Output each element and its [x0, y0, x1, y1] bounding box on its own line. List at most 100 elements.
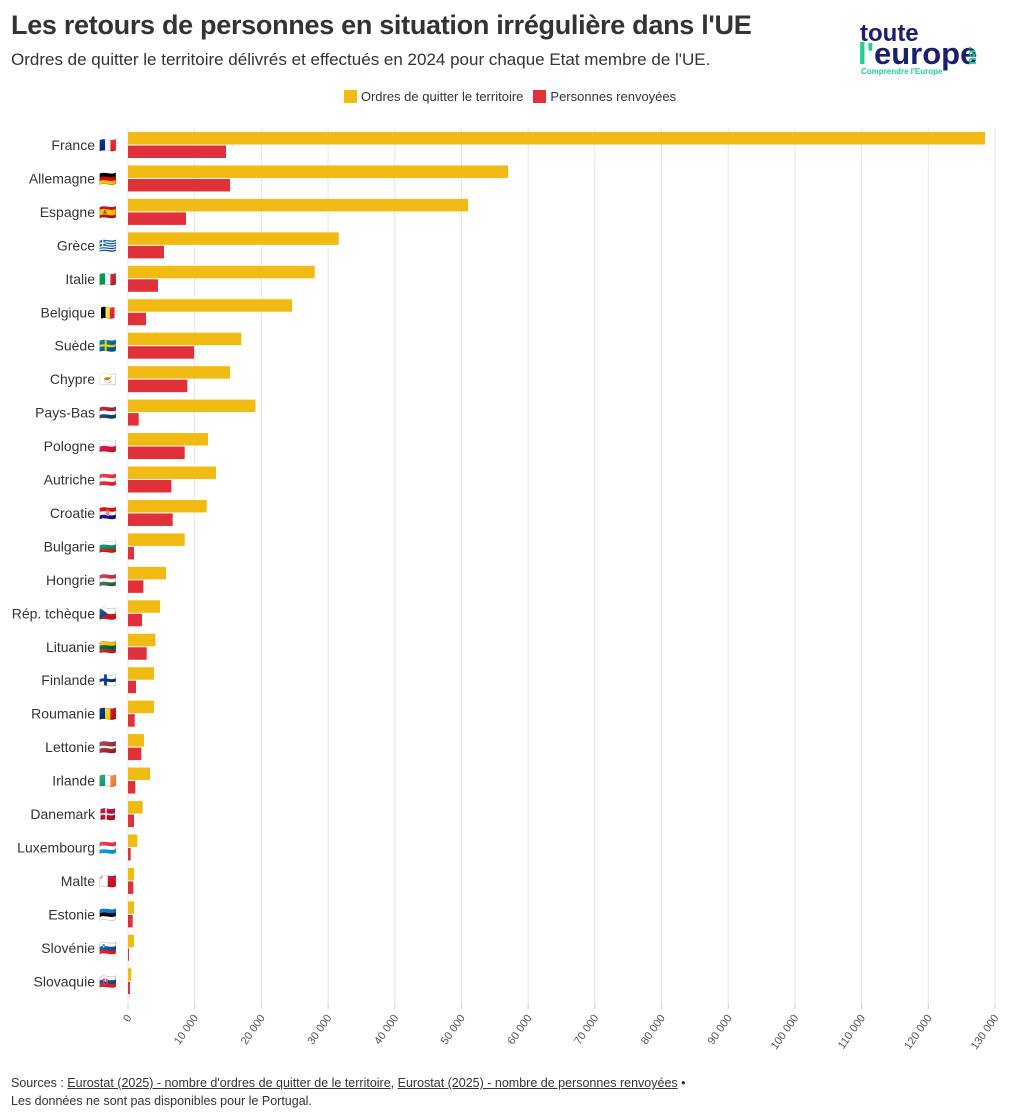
bar-returns	[128, 914, 133, 928]
bar-orders	[128, 165, 509, 178]
flag-icon: 🇷🇴	[99, 707, 117, 723]
bar-orders	[128, 299, 293, 312]
bar-orders	[128, 901, 135, 914]
bar-orders	[128, 867, 135, 881]
flag-icon: 🇸🇮	[99, 941, 117, 957]
bar-orders	[128, 566, 167, 580]
legend-swatch-returns	[533, 90, 547, 103]
category-label: Finlande	[41, 672, 95, 688]
bar-returns	[128, 145, 227, 158]
bar-returns	[128, 714, 135, 727]
x-tick-label: 50 000	[439, 1013, 468, 1047]
flag-icon: 🇫🇷	[99, 138, 117, 154]
bar-orders	[128, 399, 256, 413]
source-link-returns[interactable]: Eurostat (2025) - nombre de personnes re…	[397, 1076, 678, 1090]
category-label: Pologne	[44, 438, 96, 454]
bar-returns	[128, 279, 159, 292]
legend-item-orders[interactable]: Ordres de quitter le territoire	[343, 89, 524, 104]
flag-icon: 🇧🇬	[99, 539, 117, 555]
source-link-orders[interactable]: Eurostat (2025) - nombre d'ordres de qui…	[67, 1076, 391, 1090]
x-tick-label: 0	[121, 1013, 134, 1025]
legend-label-orders: Ordres de quitter le territoire	[360, 89, 524, 104]
chart-title: Les retours de personnes en situation ir…	[11, 10, 752, 40]
footer-sources-prefix: Sources :	[11, 1076, 68, 1090]
category-label: Suède	[55, 338, 96, 354]
flag-icon: 🇨🇾	[99, 372, 117, 388]
category-label: Bulgarie	[44, 538, 96, 554]
flag-icon: 🇩🇪	[99, 171, 117, 187]
flag-icon: 🇦🇹	[99, 473, 117, 489]
bar-returns	[128, 680, 137, 694]
flag-icon: 🇪🇸	[99, 205, 117, 221]
bar-orders	[128, 265, 315, 279]
bar-returns	[128, 580, 144, 593]
category-label: Autriche	[44, 472, 96, 488]
flag-icon: 🇲🇹	[99, 874, 117, 890]
footer-bullet: •	[677, 1076, 686, 1090]
bar-returns	[128, 178, 231, 192]
bar-returns	[128, 446, 185, 460]
bar-returns	[128, 948, 129, 961]
bar-orders	[128, 600, 161, 613]
logo-suffix: .eu	[966, 46, 981, 65]
bar-orders	[128, 667, 155, 680]
x-tick-label: 40 000	[372, 1013, 401, 1047]
flag-icon: 🇱🇺	[99, 840, 117, 856]
bar-returns	[128, 245, 165, 259]
bar-orders	[128, 633, 156, 647]
category-label: Danemark	[30, 806, 96, 822]
category-label: Grèce	[57, 237, 95, 253]
category-label: Hongrie	[46, 572, 95, 588]
legend-item-returns[interactable]: Personnes renvoyées	[533, 89, 676, 104]
bar-returns	[128, 881, 134, 894]
x-tick-label: 120 000	[902, 1013, 935, 1052]
bar-orders	[128, 433, 209, 446]
bar-orders	[128, 232, 339, 245]
bar-returns	[128, 312, 147, 326]
footer-sep: ,	[390, 1076, 398, 1090]
bar-orders	[128, 834, 138, 847]
logo-tagline: Comprendre l'Europe	[861, 67, 943, 76]
flag-icon: 🇮🇹	[99, 272, 117, 288]
flag-icon: 🇵🇱	[99, 439, 117, 455]
logo-line1: toute	[860, 20, 919, 47]
flag-icon: 🇫🇮	[99, 673, 117, 689]
bar-orders	[128, 767, 151, 781]
category-label: Pays-Bas	[35, 405, 95, 421]
bar-orders	[128, 198, 469, 212]
category-label: Lituanie	[46, 639, 95, 655]
category-label: Irlande	[52, 773, 95, 789]
flag-icon: 🇸🇰	[99, 974, 117, 990]
bar-chart: 0 10 000 20 000 30 000 40 000 50 000 60 000 70 …	[12, 128, 1001, 1052]
bar-returns	[128, 212, 187, 225]
bar-orders	[128, 132, 985, 145]
toute-leurope-logo[interactable]: toute l'europe Comprendre l'Europe .eu	[858, 22, 1008, 82]
category-label: Lettonie	[45, 739, 95, 755]
legend-label-returns: Personnes renvoyées	[550, 89, 677, 104]
category-label: Rép. tchèque	[12, 605, 95, 621]
bar-returns	[128, 379, 188, 393]
bar-returns	[128, 814, 135, 827]
flag-icon: 🇬🇷	[99, 238, 117, 254]
bar-orders	[128, 332, 242, 346]
category-label: Luxembourg	[17, 839, 95, 855]
bar-returns	[128, 346, 195, 359]
category-label: Roumanie	[31, 706, 95, 722]
flag-icon: 🇩🇰	[99, 806, 116, 823]
bar-returns	[128, 747, 142, 761]
category-label: Allemagne	[29, 170, 95, 186]
category-label: Slovénie	[41, 940, 95, 956]
flag-icon: 🇱🇻	[99, 740, 117, 756]
category-label: Malte	[61, 873, 95, 889]
bar-returns	[128, 981, 131, 995]
flag-icon: 🇪🇪	[99, 907, 117, 923]
category-label: Croatie	[50, 505, 95, 521]
flag-icon: 🇱🇹	[99, 640, 117, 656]
bar-orders	[128, 934, 135, 948]
chart-footer: Sources : Eurostat (2025) - nombre d'ord…	[11, 1074, 686, 1110]
bar-orders	[128, 734, 145, 747]
x-tick-label: 80 000	[639, 1013, 668, 1047]
flag-icon: 🇳🇱	[99, 406, 117, 422]
logo-line2: l'europe	[858, 36, 978, 71]
bar-orders	[128, 801, 143, 814]
